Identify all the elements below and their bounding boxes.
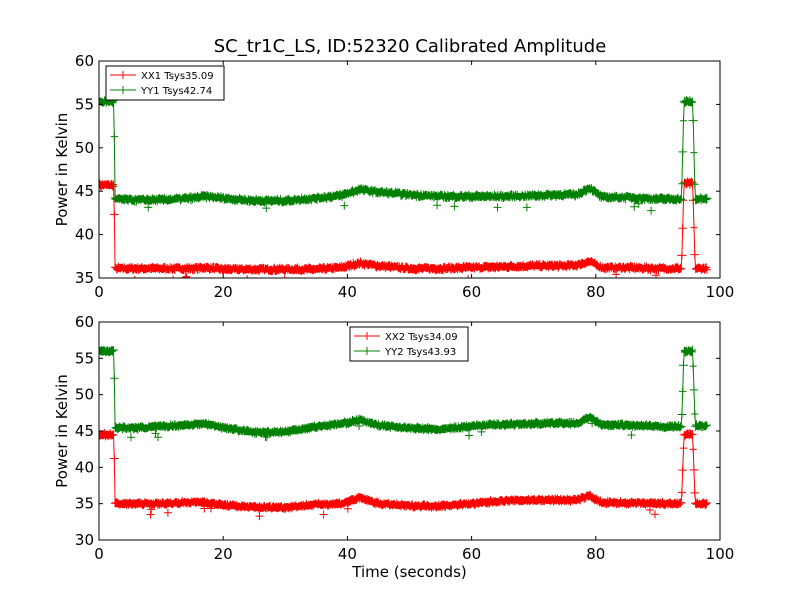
- y-tick-label: 35: [75, 269, 94, 287]
- x-tick-label: 100: [706, 283, 735, 301]
- legend: XX1 Tsys35.09 YY1 Tsys42.74: [105, 65, 225, 101]
- y-tick-label: 60: [75, 52, 94, 70]
- y-tick-label: 60: [75, 313, 94, 331]
- legend: XX2 Tsys34.09 YY2 Tsys43.93: [349, 326, 469, 362]
- legend-label: XX2 Tsys34.09: [385, 332, 458, 343]
- series-yy2: [99, 345, 711, 442]
- x-tick-label: 60: [462, 545, 481, 563]
- y-tick-label: 30: [75, 531, 94, 549]
- y-tick-label: 55: [75, 95, 94, 113]
- y-tick-label: 40: [75, 226, 94, 244]
- series-yy1: [99, 96, 712, 215]
- series-markers: [99, 428, 711, 521]
- x-tick-label: 80: [586, 545, 605, 563]
- y-tick-label: 50: [75, 139, 94, 157]
- x-tick-label: 40: [338, 283, 357, 301]
- plot-frame: [98, 60, 721, 279]
- series-markers: [99, 345, 711, 442]
- y-tick-label: 55: [75, 349, 94, 367]
- series-markers: [99, 177, 711, 278]
- x-tick-label: 0: [94, 283, 104, 301]
- legend-box: [349, 326, 469, 362]
- y-axis-label: Power in Kelvin: [53, 374, 71, 488]
- legend-label: XX1 Tsys35.09: [141, 71, 214, 82]
- x-tick-label: 20: [214, 283, 233, 301]
- x-tick-label: 0: [94, 545, 104, 563]
- y-tick-label: 45: [75, 422, 94, 440]
- x-tick-label: 60: [462, 283, 481, 301]
- y-tick-label: 50: [75, 386, 94, 404]
- legend-marker: [363, 332, 371, 340]
- bottom-plot: 0 20 40 60 80 100 30 35 40 45 50 55 60 Power in Kelvi…: [53, 313, 734, 581]
- y-axis-label: Power in Kelvin: [53, 113, 71, 227]
- legend-marker: [119, 71, 127, 79]
- x-tick-label: 20: [214, 545, 233, 563]
- legend-label: YY1 Tsys42.74: [140, 86, 212, 97]
- top-plot: 0 20 40 60 80 100 35 40 45 50 55 60 Power in Kelvin X…: [53, 52, 734, 301]
- legend-label: YY2 Tsys43.93: [384, 347, 456, 358]
- x-tick-label: 100: [706, 545, 735, 563]
- x-axis-label: Time (seconds): [351, 563, 467, 581]
- series-xx2: [99, 428, 711, 521]
- figure-title: SC_tr1C_LS, ID:52320 Calibrated Amplitud…: [214, 36, 607, 57]
- legend-marker: [363, 347, 371, 355]
- series-xx1: [99, 177, 711, 278]
- y-tick-label: 35: [75, 495, 94, 513]
- y-tick-label: 45: [75, 182, 94, 200]
- legend-marker: [119, 86, 127, 94]
- x-tick-label: 80: [586, 283, 605, 301]
- series-markers: [99, 96, 712, 215]
- legend-box: [105, 65, 225, 101]
- x-tick-label: 40: [338, 545, 357, 563]
- y-tick-label: 40: [75, 458, 94, 476]
